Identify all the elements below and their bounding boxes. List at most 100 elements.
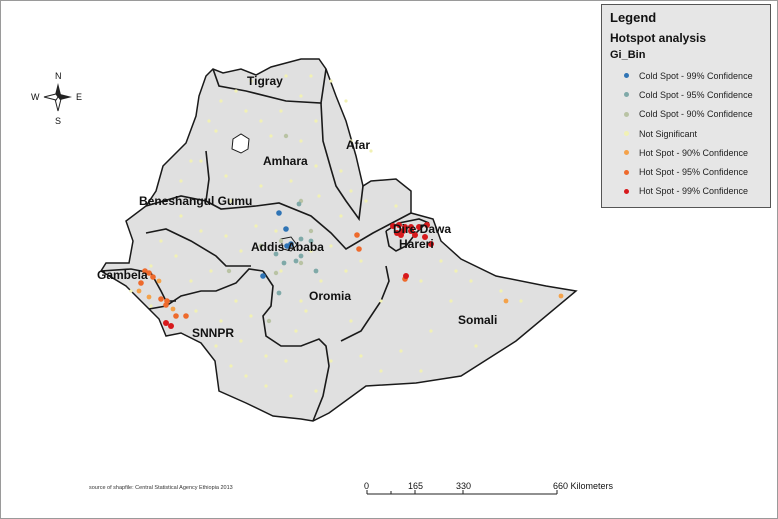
point-hot90	[503, 298, 509, 304]
point-not_sig	[194, 309, 198, 313]
legend-item-cold-99: Cold Spot - 99% Confidence	[608, 66, 764, 85]
point-hot99	[163, 320, 169, 326]
point-not_sig	[379, 299, 383, 303]
point-hot95	[150, 274, 156, 280]
legend-item-label: Cold Spot - 99% Confidence	[639, 70, 753, 81]
region-label-beneshangul-gumu: Beneshangul Gumu	[139, 194, 252, 208]
legend-title: Legend	[610, 10, 657, 25]
point-cold90	[308, 228, 314, 234]
region-label-gambela: Gambela	[97, 268, 148, 282]
legend-swatch	[624, 150, 629, 156]
point-not_sig	[199, 229, 203, 233]
point-hot95	[138, 280, 144, 286]
point-hot95	[354, 232, 360, 238]
region-label-hareri: Hareri	[399, 237, 434, 251]
legend-swatch	[624, 131, 629, 137]
addis-boundary	[280, 236, 298, 252]
point-not_sig	[339, 169, 343, 173]
point-cold95	[276, 290, 282, 296]
point-not_sig	[224, 174, 228, 178]
point-not_sig	[207, 119, 211, 123]
point-not_sig	[229, 364, 233, 368]
north-arrow-w-icon	[43, 93, 59, 101]
point-not_sig	[149, 304, 153, 308]
point-not_sig	[394, 204, 398, 208]
legend-item-label: Cold Spot - 90% Confidence	[639, 109, 753, 120]
scale-tick-330: 330	[456, 481, 471, 491]
legend-panel: Legend Hotspot analysis Gi_Bin Cold Spot…	[601, 4, 771, 208]
point-cold99	[260, 273, 266, 279]
south-label: S	[55, 116, 61, 126]
point-hot90	[146, 294, 152, 300]
point-not_sig	[259, 184, 263, 188]
point-not_sig	[294, 329, 298, 333]
point-cold95	[298, 253, 304, 259]
legend-item-hot-90: Hot Spot - 90% Confidence	[608, 143, 764, 162]
point-not_sig	[174, 254, 178, 258]
region-label-tigray: Tigray	[247, 74, 283, 88]
point-hot95	[163, 302, 169, 308]
point-not_sig	[314, 389, 318, 393]
point-not_sig	[129, 289, 133, 293]
legend-item-label: Not Significant	[639, 128, 698, 139]
point-cold95	[298, 236, 304, 242]
point-cold99	[283, 226, 289, 232]
point-not_sig	[329, 244, 333, 248]
point-not_sig	[379, 369, 383, 373]
scale-tick-660: 660 Kilometers	[553, 481, 614, 491]
point-not_sig	[364, 199, 368, 203]
region-label-snnpr: SNNPR	[192, 326, 234, 340]
point-cold95	[296, 201, 302, 207]
point-not_sig	[419, 279, 423, 283]
point-cold90	[278, 238, 284, 244]
legend-item-label: Hot Spot - 90% Confidence	[639, 147, 749, 158]
point-hot90	[558, 293, 564, 299]
point-not_sig	[179, 179, 183, 183]
north-arrow-e-icon	[58, 94, 72, 100]
scale-tick-0: 0	[364, 481, 369, 491]
point-hot95	[356, 246, 362, 252]
point-not_sig	[319, 279, 323, 283]
point-hot99	[422, 234, 428, 240]
point-cold99	[288, 241, 294, 247]
point-not_sig	[439, 259, 443, 263]
north-arrow-n-icon	[55, 83, 61, 97]
point-hot95	[173, 313, 179, 319]
point-not_sig	[329, 79, 333, 83]
point-not_sig	[344, 269, 348, 273]
point-not_sig	[264, 384, 268, 388]
point-not_sig	[359, 259, 363, 263]
lake-tana	[231, 133, 250, 154]
point-not_sig	[429, 329, 433, 333]
point-not_sig	[289, 179, 293, 183]
north-arrow: N S W E	[31, 71, 82, 126]
point-not_sig	[284, 359, 288, 363]
point-not_sig	[229, 199, 233, 203]
legend-item-label: Hot Spot - 99% Confidence	[639, 186, 749, 197]
point-hot99	[400, 228, 406, 234]
point-hot99	[396, 222, 402, 228]
point-cold90	[273, 270, 279, 276]
point-not_sig	[244, 374, 248, 378]
point-not_sig	[269, 134, 273, 138]
point-not_sig	[209, 269, 213, 273]
point-not_sig	[499, 289, 503, 293]
point-not_sig	[469, 279, 473, 283]
legend-swatch	[624, 92, 629, 98]
legend-item-label: Hot Spot - 95% Confidence	[639, 167, 749, 178]
hotspot-points	[129, 74, 564, 398]
point-hot99	[408, 228, 414, 234]
legend-subtitle: Hotspot analysis	[610, 31, 707, 45]
point-hot99	[168, 323, 174, 329]
point-hot90	[156, 278, 162, 284]
point-not_sig	[519, 299, 523, 303]
point-hot90	[136, 288, 142, 294]
point-not_sig	[349, 319, 353, 323]
point-not_sig	[369, 149, 373, 153]
point-not_sig	[449, 299, 453, 303]
point-not_sig	[234, 299, 238, 303]
point-hot99	[428, 241, 434, 247]
point-hot95	[158, 296, 164, 302]
